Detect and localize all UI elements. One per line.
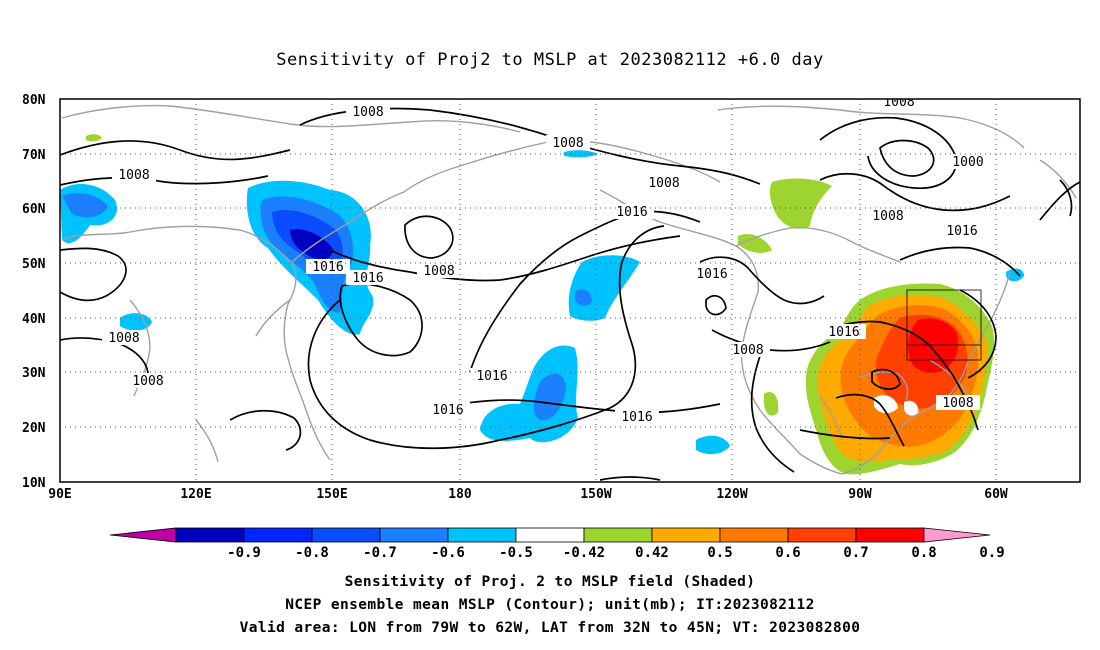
contour-label: 1008: [942, 396, 973, 411]
colorbar-tick-label: -0.6: [431, 545, 465, 561]
colorbar-arrow-high: [923, 527, 991, 543]
colorbar-tick-label: -0.42: [563, 545, 605, 561]
lon-label: 150W: [580, 487, 611, 502]
contour-label: 1008: [883, 95, 914, 110]
colorbar-box: [719, 527, 789, 543]
grid-lines: [60, 99, 1080, 482]
map-title: Sensitivity of Proj2 to MSLP at 20230821…: [276, 50, 824, 70]
lat-label: 10N: [22, 476, 46, 491]
colorbar-tick-label: 0.7: [843, 545, 868, 561]
colorbar-box: [243, 527, 313, 543]
lat-label: 70N: [22, 148, 46, 163]
colorbar-box: [583, 527, 653, 543]
lon-label: 90E: [48, 487, 71, 502]
colorbar-box: [855, 527, 925, 543]
lon-label: 150E: [316, 487, 347, 502]
colorbar: -0.9 -0.8 -0.7 -0.6 -0.5 -0.42 0.42 0.5 0.6 0.7 0.…: [109, 527, 1005, 561]
lon-label: 120W: [716, 487, 747, 502]
colorbar-arrow-low: [109, 527, 177, 543]
colorbar-tick-label: 0.6: [775, 545, 800, 561]
colorbar-box: [651, 527, 721, 543]
lat-label: 80N: [22, 93, 46, 108]
lat-label: 30N: [22, 366, 46, 381]
contour-label: 1016: [616, 205, 647, 220]
contour-label: 1008: [132, 374, 163, 389]
colorbar-tick-label: 0.9: [979, 545, 1004, 561]
lat-label: 40N: [22, 312, 46, 327]
lat-label: 20N: [22, 421, 46, 436]
colorbar-box: [175, 527, 245, 543]
lon-label: 90W: [848, 487, 872, 502]
lat-label: 60N: [22, 202, 46, 217]
axis-labels: 80N 70N 60N 50N 40N 30N 20N 10N 90E 120E…: [22, 93, 1008, 502]
colorbar-tick-label: -0.5: [499, 545, 533, 561]
caption-shaded: Sensitivity of Proj. 2 to MSLP field (Sh…: [344, 574, 756, 590]
contour-label: 1016: [696, 267, 727, 282]
colorbar-box: [787, 527, 857, 543]
colorbar-tick-label: 0.8: [911, 545, 936, 561]
colorbar-box: [311, 527, 381, 543]
contour-labels: 1008 1008 1008 1008 1008 1008 1008 1008 …: [102, 95, 990, 425]
colorbar-box: [447, 527, 517, 543]
caption-valid-area: Valid area: LON from 79W to 62W, LAT fro…: [239, 620, 861, 636]
contour-label: 1008: [648, 176, 679, 191]
contour-label: 1008: [423, 264, 454, 279]
colorbar-box: [515, 527, 585, 543]
negative-sensitivity-shading: [60, 150, 1024, 455]
contour-label: 1008: [118, 168, 149, 183]
contour-label: 1008: [552, 136, 583, 151]
mslp-contours: [60, 107, 1080, 481]
contour-label: 1016: [946, 224, 977, 239]
contour-label: 1008: [352, 105, 383, 120]
lon-label: 60W: [984, 487, 1008, 502]
lon-label: 120E: [180, 487, 211, 502]
caption-contour: NCEP ensemble mean MSLP (Contour); unit(…: [285, 597, 815, 613]
contour-label: 1000: [952, 155, 983, 170]
colorbar-box: [379, 527, 449, 543]
contour-label: 1016: [352, 271, 383, 286]
map-frame: [59, 98, 1081, 483]
contour-label: 1016: [312, 260, 343, 275]
contour-label: 1008: [108, 331, 139, 346]
lat-label: 50N: [22, 257, 46, 272]
contour-label: 1008: [732, 343, 763, 358]
contour-label: 1016: [432, 403, 463, 418]
valid-area-box: [906, 289, 982, 361]
colorbar-tick-label: -0.7: [363, 545, 397, 561]
contour-label: 1016: [828, 325, 859, 340]
colorbar-tick-label: -0.9: [227, 545, 261, 561]
lon-label: 180: [448, 487, 472, 502]
colorbar-tick-label: 0.5: [707, 545, 732, 561]
contour-label: 1008: [872, 209, 903, 224]
contour-label: 1016: [621, 410, 652, 425]
colorbar-tick-label: -0.8: [295, 545, 329, 561]
colorbar-tick-label: 0.42: [635, 545, 669, 561]
coastlines: [61, 104, 1077, 475]
contour-label: 1016: [476, 369, 507, 384]
